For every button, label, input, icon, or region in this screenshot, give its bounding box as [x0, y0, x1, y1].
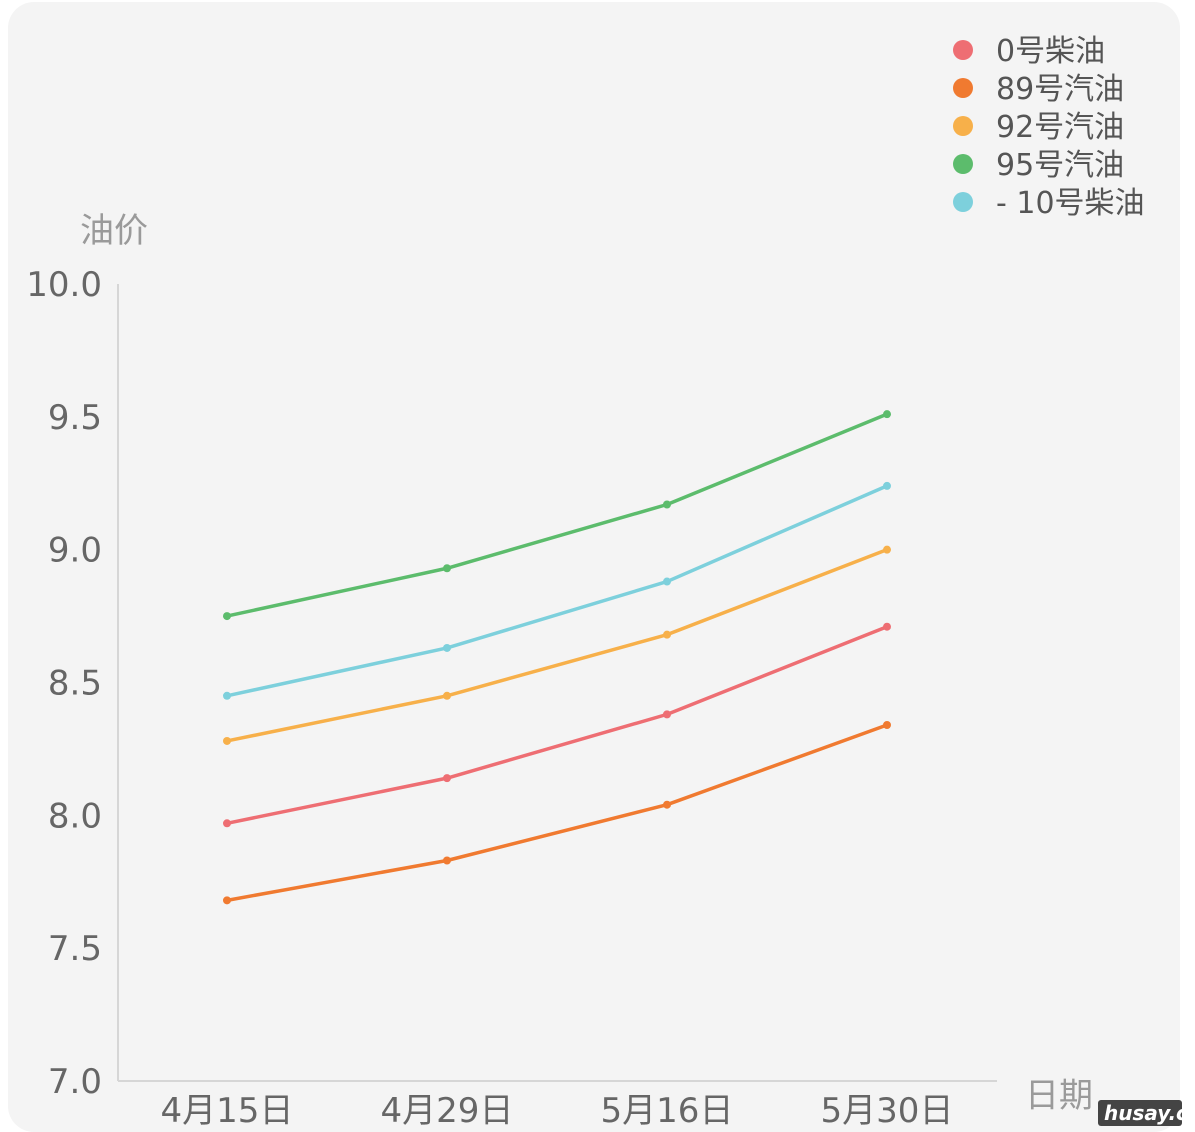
data-point[interactable]	[883, 410, 891, 419]
legend-marker	[953, 154, 973, 174]
legend-item[interactable]: 95号汽油	[953, 148, 1124, 183]
legend-label: 0号柴油	[996, 34, 1105, 69]
series-line	[226, 484, 888, 698]
y-tick-label: 8.5	[48, 664, 102, 704]
y-tick-label: 9.5	[48, 398, 102, 438]
legend-item[interactable]: 0号柴油	[953, 34, 1105, 69]
data-point[interactable]	[883, 545, 891, 554]
legend-marker	[953, 192, 973, 212]
x-tick-label: 4月29日	[381, 1091, 514, 1130]
series-1	[223, 721, 891, 905]
legend-label: 89号汽油	[996, 72, 1124, 107]
data-point[interactable]	[223, 612, 231, 621]
data-point[interactable]	[883, 481, 891, 490]
y-tick-label: 7.0	[48, 1062, 102, 1102]
data-point[interactable]	[663, 577, 671, 586]
data-point[interactable]	[223, 736, 231, 745]
data-point[interactable]	[443, 774, 451, 783]
data-point[interactable]	[223, 691, 231, 700]
x-axis-title: 日期	[1025, 1076, 1093, 1116]
legend-item[interactable]: 92号汽油	[953, 110, 1124, 145]
data-point[interactable]	[223, 819, 231, 828]
legend-item[interactable]: 89号汽油	[953, 72, 1124, 107]
series-4	[223, 481, 891, 700]
legend-label: 95号汽油	[996, 148, 1124, 183]
chart-card	[8, 2, 1180, 1132]
series-line	[226, 625, 888, 826]
data-point[interactable]	[663, 710, 671, 719]
data-point[interactable]	[663, 630, 671, 639]
watermark-text: husay.cn	[1104, 1101, 1195, 1125]
data-point[interactable]	[443, 643, 451, 652]
series-line	[226, 723, 888, 903]
data-point[interactable]	[443, 564, 451, 573]
legend-label: 92号汽油	[996, 110, 1124, 145]
series-2	[223, 545, 891, 745]
data-point[interactable]	[223, 896, 231, 905]
x-tick-label: 5月16日	[601, 1091, 734, 1130]
y-tick-label: 8.0	[48, 796, 102, 836]
series-lines	[223, 410, 891, 905]
x-tick-label: 4月15日	[161, 1091, 294, 1130]
series-3	[223, 410, 891, 621]
y-axis-title: 油价	[80, 211, 148, 251]
legend-marker	[953, 78, 973, 98]
legend-marker	[953, 116, 973, 136]
series-line	[226, 412, 888, 618]
axes: 7.0 7.5 8.0 8.5 9.0 9.5 10.0 4月15日 4月29日 5月16日 5月3…	[26, 265, 997, 1130]
data-point[interactable]	[443, 856, 451, 865]
data-point[interactable]	[663, 500, 671, 509]
watermark: husay.cn	[1098, 1100, 1195, 1126]
x-tick-label: 5月30日	[821, 1091, 954, 1130]
legend-label: - 10号柴油	[996, 186, 1145, 221]
series-line	[226, 548, 888, 743]
data-point[interactable]	[883, 622, 891, 631]
series-0	[223, 622, 891, 828]
legend-item[interactable]: - 10号柴油	[953, 186, 1145, 221]
data-point[interactable]	[663, 800, 671, 809]
legend-marker	[953, 40, 973, 60]
y-tick-label: 9.0	[48, 531, 102, 571]
y-tick-label: 10.0	[26, 265, 102, 305]
y-tick-label: 7.5	[48, 929, 102, 969]
data-point[interactable]	[883, 721, 891, 730]
data-point[interactable]	[443, 691, 451, 700]
